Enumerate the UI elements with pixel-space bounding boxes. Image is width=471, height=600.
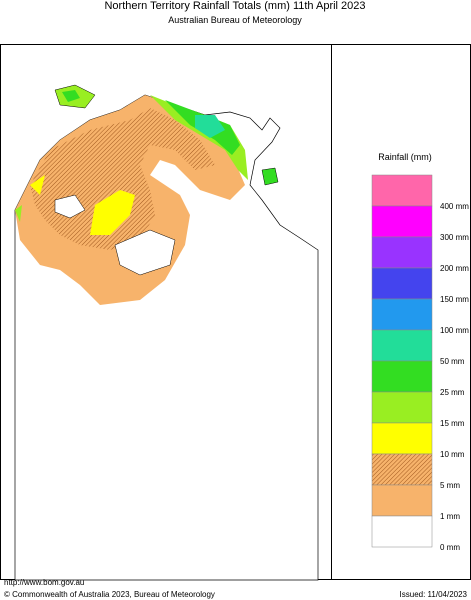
legend-swatch [371, 484, 433, 517]
legend-label: 15 mm [440, 419, 465, 428]
rain-10-15 [90, 190, 135, 235]
legend-label: 1 mm [440, 512, 460, 521]
legend-label: 400 mm [440, 202, 469, 211]
footer-copyright: © Commonwealth of Australia 2023, Bureau… [4, 590, 215, 599]
rain-50-100 [195, 115, 225, 138]
legend-swatch [371, 422, 433, 455]
legend-swatch [371, 174, 433, 207]
legend-label: 50 mm [440, 357, 465, 366]
rain-15-25 [15, 205, 22, 222]
dry-area [114, 229, 176, 276]
island-rain [62, 90, 80, 102]
map [14, 84, 319, 581]
dry-area [54, 194, 86, 219]
legend-swatch [371, 205, 433, 238]
legend-swatch [371, 360, 433, 393]
legend-swatch [371, 329, 433, 362]
legend-label: 200 mm [440, 264, 469, 273]
legend-label: 25 mm [440, 388, 465, 397]
rain-15-25 [150, 95, 248, 180]
legend-swatch [371, 515, 433, 548]
legend-label: 300 mm [440, 233, 469, 242]
legend-swatch [371, 298, 433, 331]
footer-issued: Issued: 11/04/2023 [400, 590, 468, 599]
footer-url: http://www.bom.gov.au [4, 578, 84, 587]
legend-label: 0 mm [440, 543, 460, 552]
legend: 400 mm 300 mm 200 mm 150 mm 100 mm 50 mm 25 mm… [371, 174, 469, 552]
legend-swatch [371, 391, 433, 424]
subtitle: Australian Bureau of Meteorology [168, 15, 302, 25]
legend-swatch [371, 453, 433, 486]
legend-swatch [371, 236, 433, 269]
legend-label: 5 mm [440, 481, 460, 490]
legend-label: 150 mm [440, 295, 469, 304]
legend-label: 100 mm [440, 326, 469, 335]
title: Northern Territory Rainfall Totals (mm) … [104, 0, 365, 12]
legend-swatch [371, 267, 433, 300]
rain-10-15 [30, 175, 45, 195]
legend-label: 10 mm [440, 450, 465, 459]
legend-title: Rainfall (mm) [378, 152, 432, 162]
island [261, 167, 279, 186]
